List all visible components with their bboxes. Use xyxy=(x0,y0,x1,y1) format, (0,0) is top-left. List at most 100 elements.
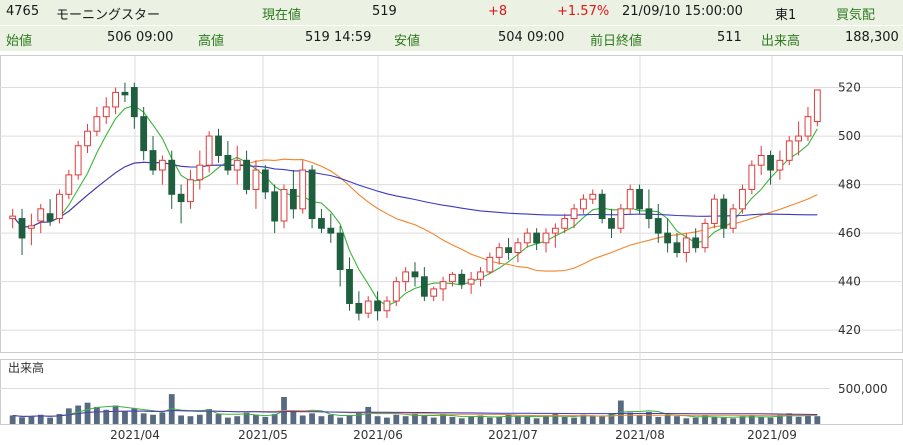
volume-bar xyxy=(505,414,512,424)
candle-body xyxy=(711,198,718,224)
volume-bars xyxy=(9,394,821,424)
volume-bar xyxy=(75,405,82,424)
price-change: +8 xyxy=(488,4,508,19)
price-tick-label: 440 xyxy=(838,275,861,289)
candle-body xyxy=(402,271,410,283)
volume-bar xyxy=(28,416,35,424)
candle-body xyxy=(158,159,166,171)
candle-body xyxy=(682,237,690,254)
volume-bar xyxy=(486,417,493,424)
candle-body xyxy=(495,247,503,258)
high-label: 高値 xyxy=(198,34,225,49)
candle-body xyxy=(93,116,101,132)
volume-bar xyxy=(805,415,811,424)
candle-body xyxy=(804,116,812,137)
volume-bar xyxy=(608,413,615,424)
candle-body xyxy=(430,288,438,297)
volume-bar xyxy=(430,417,437,424)
candle-body xyxy=(449,273,456,283)
candle-body xyxy=(739,188,746,210)
candle-body xyxy=(505,247,512,254)
candle-body xyxy=(598,193,606,220)
quote-header-row-1: 4765 モーニングスター 現在値 519 +8 +1.57% 21/09/10… xyxy=(0,0,903,25)
volume-bar xyxy=(664,415,671,424)
volume-bar xyxy=(393,414,400,424)
quote-header-row-2: 始値 506 09:00 高値 519 14:59 安値 504 09:00 前… xyxy=(0,25,903,51)
candle-body xyxy=(767,154,774,171)
candle-body xyxy=(149,150,157,171)
volume-bar xyxy=(271,414,278,424)
volume-bar xyxy=(730,418,737,424)
candle-body xyxy=(608,218,615,229)
volume-bar xyxy=(458,418,465,424)
candle-body xyxy=(551,227,559,234)
volume-bar xyxy=(178,415,184,424)
volume-bar xyxy=(421,415,428,424)
volume-bar xyxy=(196,414,203,424)
candle-body xyxy=(729,208,737,229)
volume-bar xyxy=(795,416,802,424)
candle-body xyxy=(327,227,335,234)
price-tick-label: 460 xyxy=(838,226,861,240)
candle-body xyxy=(261,169,269,193)
date-tick-label: 2021/04 xyxy=(110,428,160,442)
candle-body xyxy=(46,213,54,222)
candle-body xyxy=(514,242,522,254)
candle-body xyxy=(692,237,700,249)
candle-body xyxy=(205,135,213,166)
date-tick-label: 2021/09 xyxy=(747,428,797,442)
volume-bar xyxy=(412,413,418,424)
volume-bar xyxy=(374,416,381,424)
candle-body xyxy=(252,169,260,190)
candle-body xyxy=(346,269,353,304)
volume-bar xyxy=(309,413,315,424)
volume-bar xyxy=(187,416,194,424)
candle-body xyxy=(74,145,82,176)
low-label: 安値 xyxy=(394,34,421,49)
volume-bar xyxy=(440,414,446,424)
candle-body xyxy=(27,225,35,229)
candle-body xyxy=(355,302,363,314)
volume-bar xyxy=(290,411,297,424)
candle-body xyxy=(271,191,279,222)
candle-body xyxy=(523,232,531,244)
candle-body xyxy=(654,218,662,234)
ma-long-line xyxy=(12,161,818,228)
candle-body xyxy=(121,91,129,96)
volume-bar xyxy=(589,416,596,424)
candle-body xyxy=(561,218,569,229)
volume-bar xyxy=(206,409,213,424)
volume-bar xyxy=(543,415,549,424)
volume-axis-tick: 500,000 xyxy=(838,382,888,396)
current-price-label: 現在値 xyxy=(262,8,302,23)
candle-body xyxy=(102,106,110,118)
market-name: 東1 xyxy=(775,8,797,23)
candle-body xyxy=(224,154,232,171)
volume-ma-long xyxy=(12,409,818,417)
candle-body xyxy=(477,271,484,280)
candle-body xyxy=(785,140,793,161)
volume-bar xyxy=(37,414,44,424)
volume-bar xyxy=(627,412,634,424)
volume-bar xyxy=(253,414,259,424)
volume-bar xyxy=(449,416,456,424)
candle-body xyxy=(589,193,597,200)
volume-value: 188,300 xyxy=(845,30,899,45)
volume-bar xyxy=(65,408,72,424)
candle-body xyxy=(318,218,325,229)
open-value: 506 09:00 xyxy=(107,30,174,45)
volume-bar xyxy=(355,411,362,424)
candle-body xyxy=(813,89,821,123)
price-tick-label: 480 xyxy=(838,178,861,192)
candle-body xyxy=(130,87,138,118)
volume-bar xyxy=(692,417,699,424)
candle-body xyxy=(542,232,550,244)
candle-body xyxy=(626,188,634,210)
candle-body xyxy=(795,135,803,142)
candle-body xyxy=(299,169,307,210)
candle-body xyxy=(411,271,419,278)
volume-bar xyxy=(655,416,662,424)
candle-body xyxy=(84,130,91,147)
candle-body xyxy=(18,218,26,239)
date-tick-label: 2021/05 xyxy=(238,428,288,442)
